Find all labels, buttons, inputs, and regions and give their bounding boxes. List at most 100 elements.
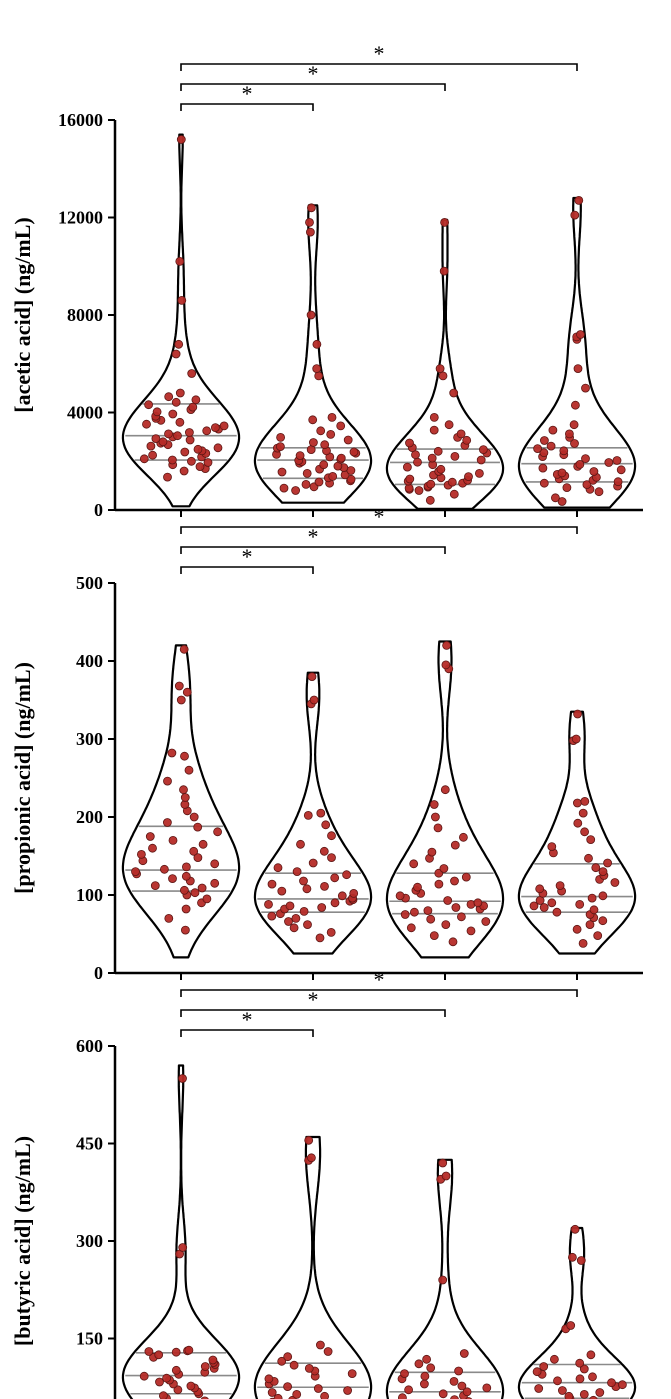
data-point xyxy=(581,797,589,805)
ylabel-acetic: [acetic acid] (ng/mL) xyxy=(10,217,35,413)
data-point xyxy=(534,445,542,453)
data-point xyxy=(174,432,182,440)
data-point xyxy=(415,487,423,495)
panel-propionic: ***0100200300400500[propionic acid] (ng/… xyxy=(10,504,643,983)
violin-propionic-Serum xyxy=(387,642,503,958)
data-point xyxy=(457,430,465,438)
data-point xyxy=(338,892,346,900)
data-point xyxy=(401,1370,409,1378)
data-point xyxy=(168,456,176,464)
data-point xyxy=(163,819,171,827)
y-tick-label: 200 xyxy=(76,807,103,827)
data-point xyxy=(482,918,490,926)
data-point xyxy=(599,868,607,876)
data-point xyxy=(297,840,305,848)
data-point xyxy=(441,786,449,794)
data-point xyxy=(187,1382,195,1390)
data-point xyxy=(465,473,473,481)
data-point xyxy=(442,1172,450,1180)
data-point xyxy=(308,673,316,681)
data-point xyxy=(314,1385,322,1393)
data-point xyxy=(450,389,458,397)
y-tick-label: 500 xyxy=(76,573,103,593)
data-point xyxy=(452,904,460,912)
data-point xyxy=(451,841,459,849)
data-point xyxy=(437,465,445,473)
data-point xyxy=(317,809,325,817)
data-point xyxy=(614,478,622,486)
data-point xyxy=(140,1372,148,1380)
data-point xyxy=(590,906,598,914)
y-tick-label: 16000 xyxy=(58,110,103,130)
data-point xyxy=(316,1341,324,1349)
data-point xyxy=(220,422,228,430)
ylabel-propionic: [propionic acid] (ng/mL) xyxy=(10,662,35,894)
data-point xyxy=(467,927,475,935)
data-point xyxy=(290,1361,298,1369)
data-point xyxy=(558,1387,566,1395)
data-point xyxy=(328,832,336,840)
data-point xyxy=(445,421,453,429)
data-point xyxy=(604,859,612,867)
data-point xyxy=(348,1370,356,1378)
data-point xyxy=(143,420,151,428)
data-point xyxy=(211,424,219,432)
data-point xyxy=(327,430,335,438)
data-point xyxy=(165,430,173,438)
data-point xyxy=(577,1257,585,1265)
y-tick-label: 100 xyxy=(76,885,103,905)
data-point xyxy=(293,868,301,876)
data-point xyxy=(149,844,157,852)
data-point xyxy=(147,442,155,450)
data-point xyxy=(172,1366,180,1374)
data-point xyxy=(172,398,180,406)
data-point xyxy=(574,710,582,718)
data-point xyxy=(350,889,358,897)
data-point xyxy=(176,257,184,265)
data-point xyxy=(304,811,312,819)
significance-star: * xyxy=(374,41,385,66)
data-point xyxy=(328,413,336,421)
data-point xyxy=(322,821,330,829)
data-point xyxy=(459,833,467,841)
data-point xyxy=(596,1389,604,1397)
data-point xyxy=(321,441,329,449)
data-point xyxy=(188,370,196,378)
y-tick-label: 150 xyxy=(76,1329,103,1349)
data-point xyxy=(582,455,590,463)
data-point xyxy=(410,908,418,916)
data-point xyxy=(421,1372,429,1380)
data-point xyxy=(424,907,432,915)
data-point xyxy=(211,879,219,887)
data-point xyxy=(549,426,557,434)
data-point xyxy=(211,860,219,868)
data-point xyxy=(185,1346,193,1354)
data-point xyxy=(605,459,613,467)
data-point xyxy=(407,924,415,932)
data-point xyxy=(185,766,193,774)
data-point xyxy=(293,1390,301,1398)
data-point xyxy=(303,469,311,477)
data-point xyxy=(194,823,202,831)
data-point xyxy=(556,882,564,890)
data-point xyxy=(309,859,317,867)
data-point xyxy=(151,882,159,890)
data-point xyxy=(420,1380,428,1388)
data-point xyxy=(430,801,438,809)
data-point xyxy=(608,1379,616,1387)
data-point xyxy=(460,1350,468,1358)
data-point xyxy=(178,296,186,304)
violin-acetic-LiHep xyxy=(255,205,371,502)
data-point xyxy=(451,877,459,885)
data-point xyxy=(426,496,434,504)
data-point xyxy=(328,854,336,862)
data-point xyxy=(284,1353,292,1361)
data-point xyxy=(573,925,581,933)
y-tick-label: 12000 xyxy=(58,208,103,228)
data-point xyxy=(286,902,294,910)
panel-butyric: ***0150300450600[butyric acid] (ng/mL) xyxy=(10,967,643,1399)
data-point xyxy=(435,880,443,888)
data-point xyxy=(571,401,579,409)
data-point xyxy=(401,911,409,919)
data-point xyxy=(190,813,198,821)
